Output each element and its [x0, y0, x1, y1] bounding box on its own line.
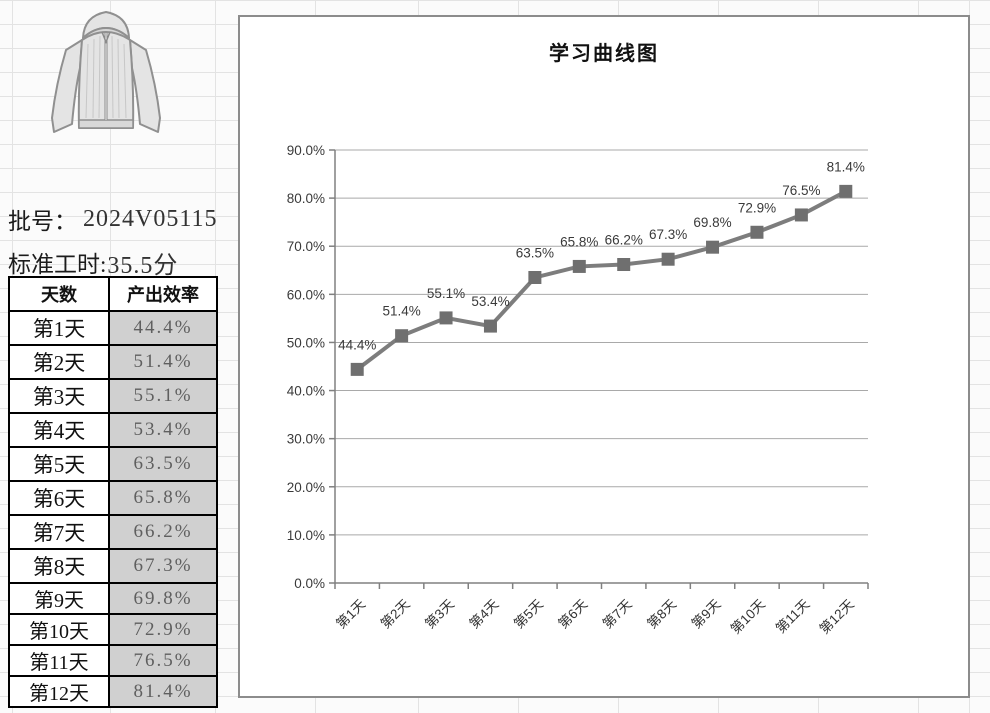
efficiency-cell[interactable]: 76.5% [108, 644, 218, 677]
efficiency-cell[interactable]: 72.9% [108, 613, 218, 646]
table-row: 第7天 66.2% [8, 514, 218, 550]
data-point-marker [483, 319, 497, 333]
table-header-row: 天数 产出效率 [8, 276, 218, 312]
y-tick-label: 70.0% [287, 239, 325, 254]
x-category-label: 第4天 [466, 595, 502, 631]
efficiency-cell[interactable]: 67.3% [108, 548, 218, 584]
efficiency-cell[interactable]: 51.4% [108, 344, 218, 380]
day-cell[interactable]: 第9天 [8, 582, 110, 615]
data-point-marker [839, 184, 853, 198]
data-label: 67.3% [649, 227, 687, 242]
efficiency-cell[interactable]: 66.2% [108, 514, 218, 550]
standard-worktime-line: 标准工时: 35.5分 [8, 243, 236, 281]
table-row: 第6天 65.8% [8, 480, 218, 516]
data-label: 65.8% [560, 234, 598, 249]
x-category-label: 第1天 [333, 595, 369, 631]
x-category-label: 第6天 [555, 595, 591, 631]
day-cell[interactable]: 第3天 [8, 378, 110, 414]
x-category-label: 第11天 [772, 595, 813, 636]
data-label: 76.5% [782, 183, 820, 198]
y-tick-label: 90.0% [287, 143, 325, 158]
day-cell[interactable]: 第8天 [8, 548, 110, 584]
y-tick-label: 60.0% [287, 287, 325, 302]
x-category-label: 第2天 [377, 595, 413, 631]
table-row: 第2天 51.4% [8, 344, 218, 380]
chart-title: 学习曲线图 [549, 43, 659, 65]
data-label: 72.9% [738, 200, 776, 215]
data-label: 55.1% [427, 286, 465, 301]
day-cell[interactable]: 第5天 [8, 446, 110, 482]
data-point-marker [661, 252, 675, 266]
efficiency-cell[interactable]: 65.8% [108, 480, 218, 516]
day-cell[interactable]: 第1天 [8, 310, 110, 346]
day-cell[interactable]: 第2天 [8, 344, 110, 380]
x-category-label: 第9天 [688, 595, 724, 631]
data-label: 44.4% [338, 337, 376, 352]
x-category-label: 第12天 [816, 595, 857, 636]
data-point-marker [750, 225, 764, 239]
y-tick-label: 20.0% [287, 480, 325, 495]
y-tick-label: 10.0% [287, 528, 325, 543]
day-cell[interactable]: 第11天 [8, 644, 110, 677]
hooded-jacket-icon [51, 11, 161, 133]
data-point-marker [617, 258, 631, 272]
y-tick-label: 0.0% [294, 576, 325, 591]
table-row: 第5天 63.5% [8, 446, 218, 482]
table-row: 第8天 67.3% [8, 548, 218, 584]
efficiency-cell[interactable]: 55.1% [108, 378, 218, 414]
efficiency-cell[interactable]: 53.4% [108, 412, 218, 448]
y-tick-label: 80.0% [287, 191, 325, 206]
efficiency-cell[interactable]: 81.4% [108, 675, 218, 708]
day-cell[interactable]: 第10天 [8, 613, 110, 646]
table-row: 第4天 53.4% [8, 412, 218, 448]
x-category-label: 第7天 [599, 595, 635, 631]
day-cell[interactable]: 第7天 [8, 514, 110, 550]
efficiency-cell[interactable]: 69.8% [108, 582, 218, 615]
x-category-label: 第10天 [727, 595, 768, 636]
x-category-label: 第5天 [510, 595, 546, 631]
worktime-label: 标准工时: [8, 252, 107, 277]
day-cell[interactable]: 第12天 [8, 675, 110, 708]
data-point-marker [706, 240, 720, 254]
x-category-label: 第8天 [644, 595, 680, 631]
data-point-marker [439, 311, 453, 325]
header-days[interactable]: 天数 [8, 276, 110, 312]
learning-curve-chart[interactable]: 学习曲线图 0.0% 10.0% 20.0% 30.0% 40.0% 50.0% 60.0%… [238, 15, 970, 698]
jacket-image[interactable] [42, 6, 170, 148]
chart-plot-area: 0.0% 10.0% 20.0% 30.0% 40.0% 50.0% 60.0% 70.0% 8… [287, 143, 869, 637]
data-label: 63.5% [516, 245, 554, 260]
day-cell[interactable]: 第6天 [8, 480, 110, 516]
table-row: 第12天 81.4% [8, 675, 218, 708]
worktime-value: 35.5分 [107, 252, 179, 279]
table-row: 第9天 69.8% [8, 582, 218, 615]
data-label: 69.8% [693, 215, 731, 230]
efficiency-cell[interactable]: 44.4% [108, 310, 218, 346]
y-tick-label: 40.0% [287, 384, 325, 399]
day-cell[interactable]: 第4天 [8, 412, 110, 448]
header-efficiency[interactable]: 产出效率 [108, 276, 218, 312]
table-row: 第11天 76.5% [8, 644, 218, 677]
series-line [355, 189, 847, 371]
data-point-marker [794, 208, 808, 222]
y-tick-label: 30.0% [287, 432, 325, 447]
data-label: 66.2% [605, 233, 643, 248]
table-row: 第3天 55.1% [8, 378, 218, 414]
data-label: 51.4% [382, 304, 420, 319]
data-point-marker [572, 259, 586, 273]
efficiency-cell[interactable]: 63.5% [108, 446, 218, 482]
data-label: 81.4% [827, 159, 865, 174]
data-label: 53.4% [471, 294, 509, 309]
batch-number-line: 批号： 2024V05115 [8, 200, 236, 238]
efficiency-table: 天数 产出效率 第1天 44.4% 第2天 51.4% 第3天 55.1% 第4天 53.4%… [8, 276, 218, 708]
y-tick-label: 50.0% [287, 335, 325, 350]
data-point-marker [528, 270, 542, 284]
data-point-marker [350, 362, 364, 376]
data-point-marker [395, 329, 409, 343]
x-category-label: 第3天 [421, 595, 457, 631]
table-row: 第1天 44.4% [8, 310, 218, 346]
table-row: 第10天 72.9% [8, 613, 218, 646]
batch-value: 2024V05115 [83, 205, 218, 232]
batch-label: 批号： [8, 209, 77, 234]
